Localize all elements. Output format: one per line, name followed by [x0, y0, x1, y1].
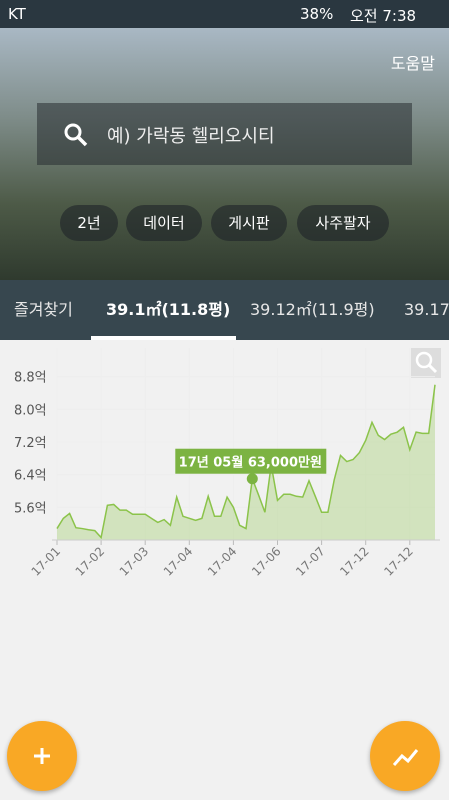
y-tick-label: 7.2억 [14, 436, 47, 451]
add-button[interactable] [7, 721, 77, 791]
x-tick-label: 17-12 [381, 544, 416, 579]
y-tick-label: 8.8억 [14, 371, 47, 386]
tab-indicator [91, 336, 236, 340]
clock: 오전 7:38 [350, 7, 417, 25]
x-tick-label: 17-12 [337, 544, 372, 579]
zoom-icon [427, 363, 438, 374]
search-placeholder: 예) 가락동 헬리오시티 [107, 126, 275, 147]
tooltip-box [175, 448, 327, 474]
trend-button[interactable] [370, 721, 440, 791]
search-icon [64, 123, 88, 147]
status-bar: KT 38% 오전 7:38 [0, 0, 449, 28]
tab[interactable]: 즐겨찾기 [14, 300, 73, 319]
chip[interactable]: 2년 [60, 205, 118, 241]
chart: 5.6억 6.4억 7.2억 8.0억 8.8억 17-01 17-02 17-03 17-04… [14, 348, 441, 579]
battery: 38% [300, 5, 334, 23]
chip[interactable]: 사주팔자 [297, 205, 389, 241]
zoom-icon [415, 351, 433, 369]
x-tick-label: 17-03 [117, 544, 152, 579]
trend-icon [392, 749, 419, 766]
y-tick-label: 8.0억 [14, 403, 47, 418]
x-tick-label: 17-04 [161, 544, 196, 579]
search-box[interactable]: 예) 가락동 헬리오시티 [37, 103, 412, 165]
tab-active[interactable]: 39.1㎡(11.8평) [106, 300, 231, 319]
carrier: KT [8, 5, 26, 23]
x-tick-label: 17-02 [73, 544, 108, 579]
help-link[interactable]: 도움말 [390, 54, 435, 73]
chip[interactable]: 게시판 [211, 205, 287, 241]
tab-bar: 즐겨찾기 39.1㎡(11.8평) 39.12㎡(11.9평) 39.17 [0, 280, 449, 340]
line [56, 384, 436, 540]
y-tick-label: 5.6억 [14, 501, 47, 516]
tab[interactable]: 39.17 [404, 300, 449, 319]
x-tick-label: 17-04 [205, 544, 240, 579]
tooltip-text: 17년 05월 63,000만원 [179, 455, 322, 471]
plus-icon [34, 748, 50, 764]
highlight-point [246, 473, 258, 485]
y-tick-label: 6.4억 [14, 469, 47, 484]
x-tick-label: 17-01 [29, 544, 64, 579]
x-tick-label: 17-07 [293, 544, 328, 579]
chip[interactable]: 데이터 [126, 205, 202, 241]
area [57, 384, 435, 540]
x-tick-label: 17-06 [249, 544, 284, 579]
tab[interactable]: 39.12㎡(11.9평) [250, 300, 375, 319]
